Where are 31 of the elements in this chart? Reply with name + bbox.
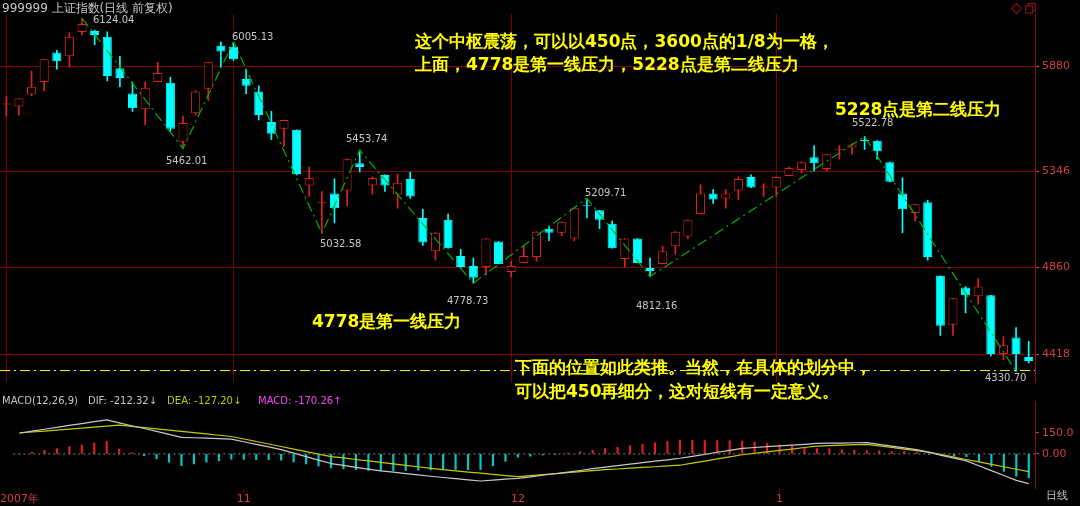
x-tick-label: 12 — [510, 492, 525, 506]
y-tick-label: 150.0 — [1042, 425, 1074, 439]
annotation: 5453.74 — [346, 133, 388, 144]
annotation: 5209.71 — [585, 187, 627, 198]
chart-title: 999999 上证指数(日线 前复权) — [2, 0, 173, 15]
annotation: 6005.13 — [232, 31, 274, 42]
annotation: 4812.16 — [636, 300, 678, 311]
text: DEA: -127.20↓ — [167, 395, 242, 406]
series-label: DIF: -212.32↓ — [87, 395, 158, 406]
annotation: 5522.78 — [852, 117, 894, 128]
x-tick-label: 11 — [236, 492, 251, 506]
annotation: MACD: -170.26↑ — [258, 395, 342, 406]
annotation: 5032.58 — [320, 238, 362, 249]
annotation: 5228点是第二线压力 — [835, 98, 1002, 119]
annotation: 4778.73 — [447, 295, 489, 306]
y-tick-label: 5346 — [1042, 164, 1070, 178]
annotation: 4778是第一线压力 — [312, 310, 462, 333]
annotation: 4330.70 — [985, 372, 1027, 383]
legend-title: MACD(12,26,9) — [2, 395, 78, 406]
y-tick-label: 5880 — [1042, 59, 1070, 73]
y-tick-label: 4418 — [1042, 347, 1070, 361]
annotation: 这个中枢震荡，可以以450点，3600点的1/8为一格， — [415, 30, 834, 53]
annotation: 可以把450再细分，这对短线有一定意义。 — [515, 380, 840, 403]
annotation: 6124.04 — [93, 14, 135, 25]
x-tick-label: 2007年 — [0, 492, 39, 506]
y-tick-label: 4860 — [1042, 260, 1070, 274]
annotation: 上面，4778是第一线压力，5228点是第二线压力 — [415, 53, 799, 76]
annotation: 5462.01 — [166, 155, 208, 166]
y-tick-label: 0.00 — [1042, 446, 1067, 460]
x-tick-label: 1 — [776, 492, 784, 506]
text: 日线 — [1046, 488, 1068, 503]
